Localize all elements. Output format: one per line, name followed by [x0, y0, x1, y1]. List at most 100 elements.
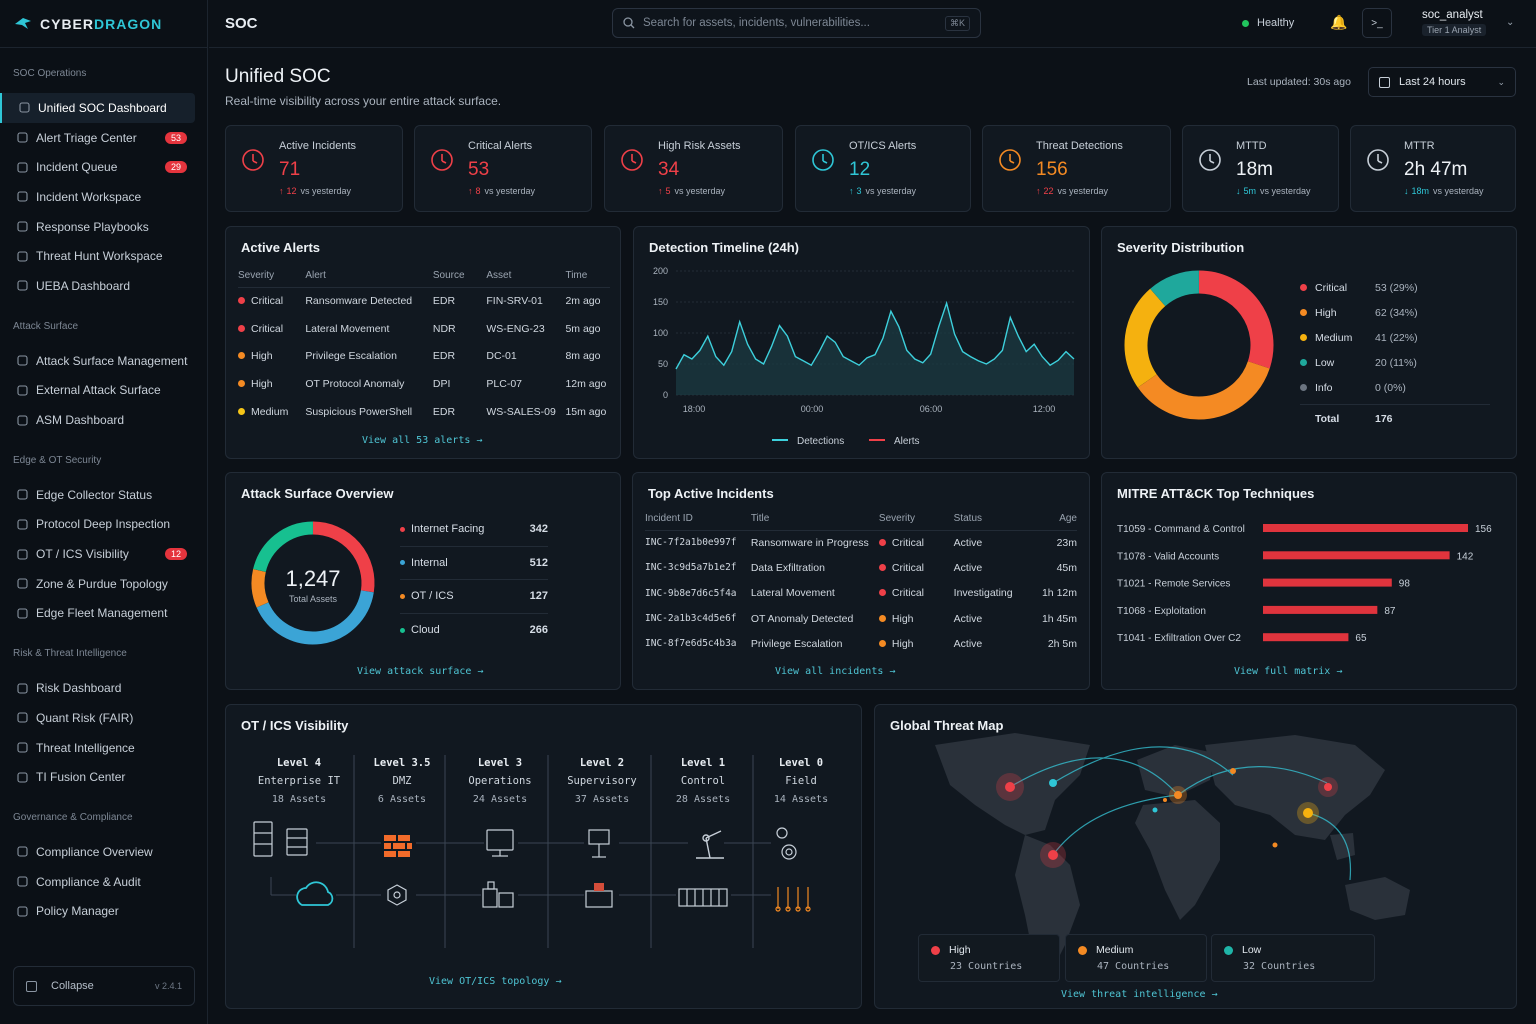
technique-bar[interactable] [1263, 578, 1392, 587]
table-row[interactable]: Critical Lateral Movement NDR WS-ENG-23 5m a… [238, 315, 610, 343]
column-header[interactable]: Incident ID [645, 512, 693, 524]
threat-level-legend-item[interactable]: High 23 Countries [918, 934, 1060, 982]
table-row[interactable]: INC-2a1b3c4d5e6f OT Anomaly Detected High A… [645, 606, 1077, 631]
donut-slice-cloud[interactable] [253, 521, 314, 573]
threat-level-legend-item[interactable]: Low 32 Countries [1211, 934, 1375, 982]
column-header[interactable]: Severity [878, 512, 916, 524]
donut-slice-internet-facing[interactable] [312, 521, 375, 593]
sidebar-item-response-playbooks[interactable]: Response Playbooks [0, 212, 207, 242]
view-all-incidents-link[interactable]: View all incidents → [775, 666, 896, 677]
sidebar-item-protocol-deep-inspection[interactable]: Protocol Deep Inspection [0, 510, 207, 540]
view-full-matrix-link[interactable]: View full matrix → [1234, 666, 1343, 677]
kpi-card-high-risk-assets[interactable]: High Risk Assets 34 ↑ 5 vs yesterday [604, 125, 783, 212]
technique-bar[interactable] [1263, 605, 1378, 614]
sidebar-item-edge-fleet-management[interactable]: Edge Fleet Management [0, 599, 207, 629]
sidebar-item-external-attack-surface[interactable]: External Attack Surface [0, 376, 207, 406]
sidebar-item-attack-surface-management[interactable]: Attack Surface Management [0, 346, 207, 376]
technique-bar[interactable] [1263, 551, 1450, 560]
legend-item[interactable]: OT / ICS 127 [400, 580, 548, 614]
view-ot-topology-link[interactable]: View OT/ICS topology → [429, 976, 562, 987]
sidebar-item-threat-hunt-workspace[interactable]: Threat Hunt Workspace [0, 241, 207, 271]
purdue-level[interactable]: Level 3.5 DMZ 6 Assets [352, 757, 452, 805]
view-all-alerts-link[interactable]: View all 53 alerts → [362, 435, 483, 446]
legend-item[interactable]: Critical 53 (29%) [1300, 275, 1490, 300]
legend-item[interactable]: Medium 41 (22%) [1300, 325, 1490, 350]
threat-level-legend-item[interactable]: Medium 47 Countries [1065, 934, 1207, 982]
workstation-icon [486, 829, 514, 857]
table-row[interactable]: Medium Suspicious PowerShell EDR WS-SALES-0… [238, 398, 610, 426]
search-input[interactable]: Search for assets, incidents, vulnerabil… [612, 8, 981, 38]
view-threat-intel-link[interactable]: View threat intelligence → [1061, 989, 1218, 1000]
purdue-level[interactable]: Level 1 Control 28 Assets [653, 757, 753, 805]
donut-slice-ot-ics[interactable] [251, 569, 269, 608]
table-row[interactable]: High OT Protocol Anomaly DPI PLC-07 12m ago [238, 370, 610, 398]
column-header[interactable]: Alert [305, 270, 326, 282]
kpi-card-mttr[interactable]: MTTR 2h 47m ↓ 18m vs yesterday [1350, 125, 1516, 212]
sidebar-item-ueba-dashboard[interactable]: UEBA Dashboard [0, 271, 207, 301]
sidebar-item-risk-dashboard[interactable]: Risk Dashboard [0, 673, 207, 703]
legend-item[interactable]: Internet Facing 342 [400, 513, 548, 547]
column-header[interactable]: Status [953, 512, 983, 524]
brand-logo[interactable]: CYBER DRAGON [0, 0, 207, 48]
time-range-value: Last 24 hours [1399, 76, 1466, 88]
kpi-label: Active Incidents [279, 140, 357, 152]
severity-cell: High [878, 606, 954, 631]
purdue-level[interactable]: Level 3 Operations 24 Assets [450, 757, 550, 805]
column-header[interactable]: Time [565, 270, 588, 282]
technique-bar[interactable] [1263, 524, 1468, 532]
sidebar-item-threat-intelligence[interactable]: Threat Intelligence [0, 733, 207, 763]
purdue-level[interactable]: Level 4 Enterprise IT 18 Assets [249, 757, 349, 805]
purdue-level[interactable]: Level 0 Field 14 Assets [751, 757, 851, 805]
kpi-card-critical-alerts[interactable]: Critical Alerts 53 ↑ 8 vs yesterday [414, 125, 592, 212]
terminal-button[interactable]: >_ [1362, 8, 1392, 38]
sidebar-item-compliance-overview[interactable]: Compliance Overview [0, 837, 207, 867]
sidebar-item-incident-workspace[interactable]: Incident Workspace [0, 182, 207, 212]
sidebar-item-policy-manager[interactable]: Policy Manager [0, 896, 207, 926]
user-menu[interactable]: soc_analyst Tier 1 Analyst [1422, 9, 1487, 36]
sidebar-item-edge-collector-status[interactable]: Edge Collector Status [0, 480, 207, 510]
time-range-select[interactable]: Last 24 hours ⌄ [1368, 67, 1516, 97]
column-header[interactable]: Age [1059, 512, 1077, 524]
column-header[interactable]: Asset [486, 270, 512, 282]
sidebar-item-ot-ics-visibility[interactable]: OT / ICS Visibility 12 [0, 539, 207, 569]
sidebar-item-unified-soc-dashboard[interactable]: Unified SOC Dashboard [0, 93, 195, 123]
legend-item[interactable]: Cloud 266 [400, 614, 548, 648]
kpi-card-threat-detections[interactable]: Threat Detections 156 ↑ 22 vs yesterday [982, 125, 1171, 212]
sidebar-item-zone-purdue-topology[interactable]: Zone & Purdue Topology [0, 569, 207, 599]
table-row[interactable]: INC-9b8e7d6c5f4a Lateral Movement Critical… [645, 581, 1077, 606]
column-header[interactable]: Severity [238, 270, 275, 282]
collapse-button[interactable]: Collapse v 2.4.1 [13, 966, 195, 1006]
sidebar-item-alert-triage-center[interactable]: Alert Triage Center 53 [0, 123, 207, 153]
table-row[interactable]: INC-3c9d5a7b1e2f Data Exfiltration Critica… [645, 555, 1077, 580]
legend-item[interactable]: Info 0 (0%) [1300, 375, 1490, 400]
donut-slice-internal[interactable] [256, 590, 374, 645]
donut-slice-medium[interactable] [1124, 288, 1166, 388]
table-row[interactable]: INC-8f7e6d5c4b3a Privilege Escalation High… [645, 631, 1077, 656]
table-row[interactable]: High Privilege Escalation EDR DC-01 8m ago [238, 343, 610, 371]
view-attack-surface-link[interactable]: View attack surface → [357, 666, 484, 677]
search-placeholder: Search for assets, incidents, vulnerabil… [643, 17, 870, 29]
donut-slice-high[interactable] [1137, 360, 1270, 420]
kpi-card-active-incidents[interactable]: Active Incidents 71 ↑ 12 vs yesterday [225, 125, 403, 212]
table-row[interactable]: Critical Ransomware Detected EDR FIN-SRV-01… [238, 287, 610, 315]
column-header[interactable]: Source [432, 270, 465, 282]
sidebar-item-asm-dashboard[interactable]: ASM Dashboard [0, 405, 207, 435]
system-health-status[interactable]: Healthy [1242, 17, 1294, 29]
sidebar-item-ti-fusion-center[interactable]: TI Fusion Center [0, 762, 207, 792]
kpi-card-mttd[interactable]: MTTD 18m ↓ 5m vs yesterday [1182, 125, 1339, 212]
column-header[interactable]: Title [750, 512, 770, 524]
sidebar-item-quant-risk-fair[interactable]: Quant Risk (FAIR) [0, 703, 207, 733]
table-row[interactable]: INC-7f2a1b0e997f Ransomware in Progress Cr… [645, 530, 1077, 555]
sidebar-item-incident-queue[interactable]: Incident Queue 29 [0, 152, 207, 182]
technique-bar[interactable] [1263, 633, 1349, 642]
chevron-down-icon[interactable]: ⌄ [1506, 17, 1515, 28]
sidebar-item-compliance-audit[interactable]: Compliance & Audit [0, 867, 207, 897]
kpi-card-ot-ics-alerts[interactable]: OT/ICS Alerts 12 ↑ 3 vs yesterday [795, 125, 971, 212]
purdue-level[interactable]: Level 2 Supervisory 37 Assets [552, 757, 652, 805]
legend-item[interactable]: Low 20 (11%) [1300, 350, 1490, 375]
notification-bell-icon[interactable]: 🔔 [1330, 14, 1348, 30]
donut-slice-low[interactable] [1150, 270, 1200, 307]
legend-item[interactable]: High 62 (34%) [1300, 300, 1490, 325]
donut-slice-critical[interactable] [1198, 270, 1274, 369]
legend-item[interactable]: Internal 512 [400, 547, 548, 580]
